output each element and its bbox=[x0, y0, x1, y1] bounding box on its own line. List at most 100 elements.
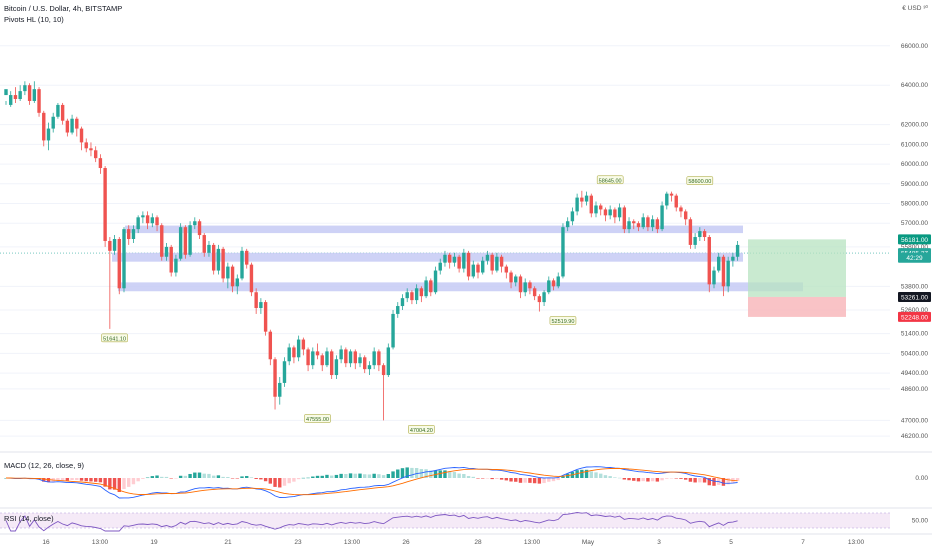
candle-body bbox=[731, 256, 735, 261]
price-tag-box bbox=[898, 291, 931, 302]
macd-histogram-bar bbox=[650, 478, 655, 482]
candle-body bbox=[353, 351, 357, 364]
candle-body bbox=[377, 351, 381, 366]
candle-body bbox=[717, 256, 721, 271]
candle-body bbox=[424, 280, 428, 297]
candle-body bbox=[646, 217, 650, 228]
pivot-label: 52519.90 bbox=[549, 316, 577, 325]
macd-histogram-bar bbox=[254, 478, 258, 479]
candle-body bbox=[188, 225, 192, 255]
macd-histogram-bar bbox=[504, 478, 509, 481]
y-tick-label: 58000.00 bbox=[901, 201, 928, 208]
macd-histogram-bar bbox=[636, 478, 641, 482]
candle-body bbox=[174, 258, 178, 273]
candle-body bbox=[202, 235, 206, 253]
macd-histogram-bar bbox=[287, 478, 291, 484]
macd-histogram-bar bbox=[462, 474, 466, 478]
candle-body bbox=[551, 280, 556, 287]
candle-body bbox=[419, 288, 424, 297]
candle-body bbox=[599, 205, 603, 210]
x-tick-label: 21 bbox=[224, 539, 232, 546]
macd-histogram-bar bbox=[122, 478, 126, 489]
x-tick-label: 23 bbox=[294, 539, 302, 546]
macd-histogram-bar bbox=[532, 478, 537, 484]
candle-body bbox=[650, 219, 655, 228]
candle-body bbox=[117, 239, 121, 289]
y-tick-label: 64000.00 bbox=[901, 82, 928, 89]
candle-body bbox=[702, 231, 707, 238]
long-position-tool[interactable] bbox=[748, 239, 846, 317]
candle-body bbox=[292, 347, 296, 358]
macd-histogram-bar bbox=[603, 475, 608, 478]
macd-histogram-bar bbox=[108, 478, 112, 490]
x-tick-label: 28 bbox=[474, 539, 482, 546]
time-axis[interactable]: 16 13:00 19 21 23 13:00 26 28 13:00 May 3 5 7 13:00 bbox=[0, 533, 932, 546]
macd-histogram-bar bbox=[447, 471, 452, 478]
macd-histogram-bar bbox=[46, 478, 51, 483]
candle-body bbox=[584, 195, 589, 202]
price-tag: 56181.00 bbox=[898, 234, 931, 245]
macd-histogram-bar bbox=[202, 473, 206, 478]
macd-histogram-bar bbox=[443, 470, 447, 478]
macd-histogram-bar bbox=[660, 478, 664, 481]
candle-body bbox=[632, 221, 636, 224]
macd-histogram-bar bbox=[306, 477, 310, 479]
candle-body bbox=[679, 207, 683, 212]
macd-histogram-bar bbox=[235, 478, 239, 479]
indicator-legend: Pivots HL (10, 10) bbox=[4, 15, 64, 24]
price-tag-text: 42:29 bbox=[906, 255, 923, 262]
rsi-band bbox=[0, 513, 890, 528]
candle-body bbox=[60, 104, 65, 121]
candle-body bbox=[363, 357, 367, 370]
pivot-label: 47555.00 bbox=[304, 414, 331, 423]
macd-histogram-bar bbox=[551, 478, 556, 482]
candle-body bbox=[150, 217, 155, 224]
candle-body bbox=[93, 150, 98, 159]
candle-body bbox=[429, 280, 433, 293]
macd-histogram-bar bbox=[523, 478, 527, 483]
candle-body bbox=[75, 118, 79, 129]
candle-body bbox=[443, 254, 447, 263]
macd-histogram-bar bbox=[476, 478, 480, 479]
macd-histogram-bar bbox=[405, 467, 409, 478]
pivot-text: 58645.00 bbox=[599, 178, 622, 184]
candle-body bbox=[141, 215, 145, 218]
macd-histogram-bar bbox=[145, 477, 150, 479]
candle-body bbox=[226, 266, 230, 279]
macd-histogram-bar bbox=[259, 478, 263, 480]
x-tick-label: 16 bbox=[42, 539, 50, 546]
macd-histogram-bar bbox=[117, 478, 121, 492]
candle-body bbox=[589, 195, 593, 214]
macd-histogram-bar bbox=[580, 469, 584, 478]
macd-histogram-bar bbox=[75, 478, 79, 481]
candle-body bbox=[84, 142, 88, 149]
zone-middle bbox=[112, 252, 743, 262]
candle-body bbox=[263, 302, 268, 332]
y-tick-label: 60000.00 bbox=[901, 161, 928, 168]
candle-body bbox=[145, 215, 150, 224]
macd-histogram-bar bbox=[112, 478, 117, 490]
macd-histogram-bar bbox=[547, 478, 551, 482]
candle-body bbox=[193, 221, 197, 226]
price-axis[interactable]: 66000.00 64000.00 62000.00 61000.00 60000.00… bbox=[898, 43, 931, 440]
candle-body bbox=[400, 298, 405, 307]
x-tick-label: 7 bbox=[801, 539, 805, 546]
pivot-text: 52519.90 bbox=[551, 319, 574, 325]
macd-histogram-bar bbox=[301, 477, 306, 479]
candle-body bbox=[37, 89, 41, 113]
candle-body bbox=[230, 266, 235, 287]
candle-body bbox=[56, 104, 60, 117]
price-tag: 42:29 bbox=[898, 252, 931, 263]
candle-body bbox=[273, 359, 277, 397]
macd-histogram-bar bbox=[386, 474, 391, 478]
candle-body bbox=[674, 195, 678, 208]
macd-histogram-bar bbox=[499, 478, 504, 480]
macd-histogram-bar bbox=[249, 477, 254, 478]
y-tick-label: 48600.00 bbox=[901, 386, 928, 393]
macd-histogram-bar bbox=[466, 476, 471, 478]
macd-histogram-bar bbox=[509, 478, 513, 482]
candle-body bbox=[698, 231, 702, 238]
candle-body bbox=[32, 89, 37, 101]
macd-histogram-bar bbox=[197, 472, 202, 478]
